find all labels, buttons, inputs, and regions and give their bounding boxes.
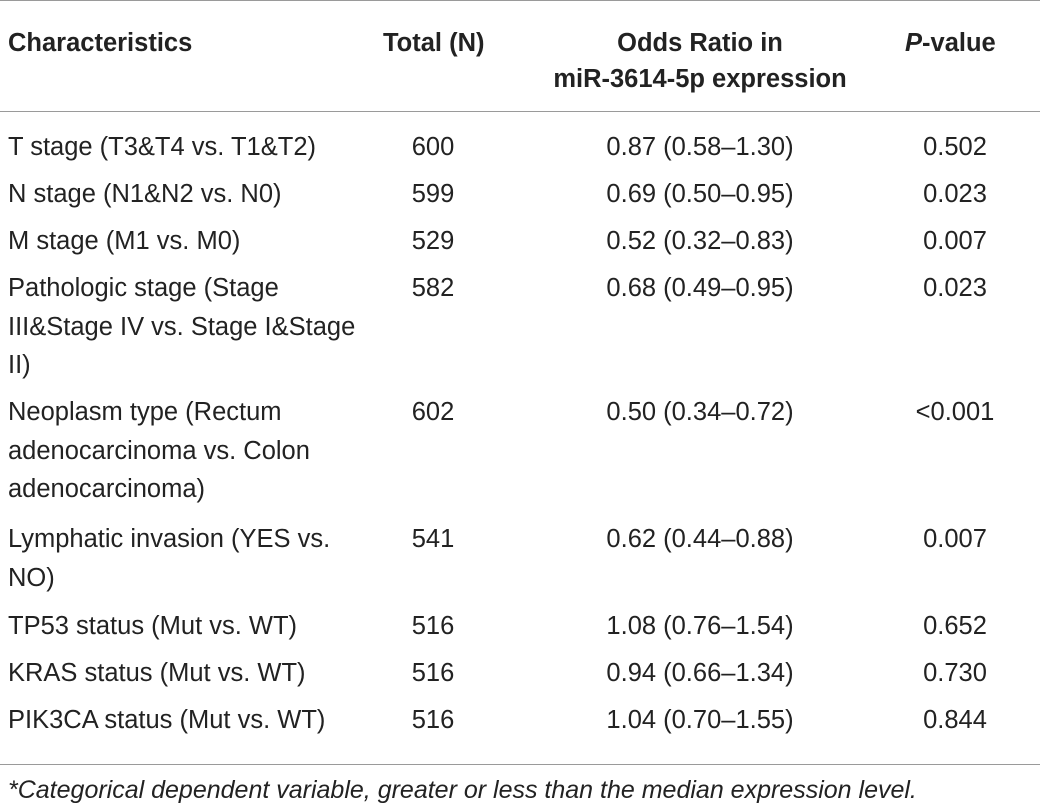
table-row: M stage (M1 vs. M0) 529 0.52 (0.32–0.83)… [0,222,1040,269]
total-cell: 541 [383,520,483,559]
p-value-cell: 0.502 [880,128,1030,167]
header-total: Total (N) [383,25,485,61]
header-odds-line1: Odds Ratio in [530,25,870,61]
odds-ratio-cell: 0.50 (0.34–0.72) [530,393,870,432]
header-characteristics: Characteristics [8,25,192,61]
odds-ratio-cell: 0.62 (0.44–0.88) [530,520,870,559]
total-cell: 602 [383,393,483,432]
header-p-rest: -value [922,29,996,57]
table-row: T stage (T3&T4 vs. T1&T2) 600 0.87 (0.58… [0,128,1040,175]
characteristic-cell: Pathologic stage (Stage III&Stage IV vs.… [8,269,373,385]
p-value-cell: 0.007 [880,222,1030,261]
odds-ratio-cell: 0.87 (0.58–1.30) [530,128,870,167]
characteristic-cell: KRAS status (Mut vs. WT) [8,654,373,693]
characteristic-cell: T stage (T3&T4 vs. T1&T2) [8,128,373,167]
table-footnote: *Categorical dependent variable, greater… [0,764,1040,807]
characteristic-cell: M stage (M1 vs. M0) [8,222,373,261]
table-row: Pathologic stage (Stage III&Stage IV vs.… [0,269,1040,393]
table-row: TP53 status (Mut vs. WT) 516 1.08 (0.76–… [0,607,1040,654]
table-body: T stage (T3&T4 vs. T1&T2) 600 0.87 (0.58… [0,112,1040,745]
table-row: Lymphatic invasion (YES vs. NO) 541 0.62… [0,520,1040,607]
header-p-value: P-value [905,25,996,61]
header-odds-line2: miR-3614-5p expression [530,61,870,97]
table-header: Characteristics Total (N) Odds Ratio in … [0,0,1040,112]
total-cell: 516 [383,607,483,646]
p-value-cell: 0.652 [880,607,1030,646]
header-odds-ratio: Odds Ratio in miR-3614-5p expression [530,25,870,97]
odds-ratio-cell: 0.52 (0.32–0.83) [530,222,870,261]
p-value-cell: <0.001 [880,393,1030,432]
p-value-cell: 0.007 [880,520,1030,559]
total-cell: 529 [383,222,483,261]
p-value-cell: 0.730 [880,654,1030,693]
total-cell: 516 [383,701,483,740]
characteristic-cell: Neoplasm type (Rectum adenocarcinoma vs.… [8,393,373,509]
total-cell: 599 [383,175,483,214]
characteristic-cell: TP53 status (Mut vs. WT) [8,607,373,646]
table-row: KRAS status (Mut vs. WT) 516 0.94 (0.66–… [0,654,1040,701]
p-value-cell: 0.023 [880,269,1030,308]
table-row: Neoplasm type (Rectum adenocarcinoma vs.… [0,393,1040,520]
characteristic-cell: Lymphatic invasion (YES vs. NO) [8,520,373,597]
odds-ratio-table: Characteristics Total (N) Odds Ratio in … [0,0,1040,745]
characteristic-cell: PIK3CA status (Mut vs. WT) [8,701,373,740]
odds-ratio-cell: 0.94 (0.66–1.34) [530,654,870,693]
table-row: PIK3CA status (Mut vs. WT) 516 1.04 (0.7… [0,701,1040,745]
header-p-italic: P [905,29,922,57]
odds-ratio-cell: 0.69 (0.50–0.95) [530,175,870,214]
footnote-text: *Categorical dependent variable, greater… [0,776,917,804]
table-row: N stage (N1&N2 vs. N0) 599 0.69 (0.50–0.… [0,175,1040,222]
total-cell: 582 [383,269,483,308]
odds-ratio-cell: 1.04 (0.70–1.55) [530,701,870,740]
odds-ratio-cell: 0.68 (0.49–0.95) [530,269,870,308]
p-value-cell: 0.023 [880,175,1030,214]
total-cell: 516 [383,654,483,693]
total-cell: 600 [383,128,483,167]
p-value-cell: 0.844 [880,701,1030,740]
odds-ratio-cell: 1.08 (0.76–1.54) [530,607,870,646]
characteristic-cell: N stage (N1&N2 vs. N0) [8,175,373,214]
